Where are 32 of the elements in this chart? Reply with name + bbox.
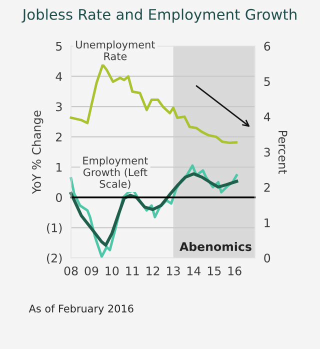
y-tick-label: 4 (56, 72, 62, 81)
text: As of February 2016 (28, 304, 134, 315)
y2-tick-label: 0 (264, 254, 270, 263)
line-series (70, 64, 238, 144)
y2-tick-label: 1 (264, 218, 270, 228)
x-tick-label: 11 (126, 266, 139, 276)
y2-tick-label: 6 (264, 42, 270, 51)
y-tick-label: 1 (56, 163, 62, 172)
y2-tick-label: 5 (264, 77, 270, 86)
chart-title: Jobless Rate and Employment Growth (22, 8, 296, 23)
x-tick-label: 16 (228, 266, 242, 276)
y2-tick-label: 4 (264, 112, 270, 122)
x-tick-label: 09 (84, 266, 98, 276)
y2-tick-label: 2 (264, 183, 270, 192)
series-label: Employment Growth (Left Scale) (83, 156, 148, 190)
y-tick-label: (2) (47, 253, 62, 264)
y2-axis-title: Percent (278, 130, 288, 174)
y-tick-label: 2 (56, 132, 62, 142)
y-tick-label: 0 (56, 193, 62, 202)
y-axis-title: YoY % Change (32, 110, 44, 194)
y-tick-label: (1) (47, 223, 62, 234)
band-label: Abenomics (180, 242, 252, 252)
x-tick-label: 08 (64, 266, 78, 276)
series-label: Unemployment Rate (76, 40, 155, 60)
x-tick-label: 15 (208, 266, 221, 276)
x-tick-label: 12 (146, 266, 160, 276)
y2-tick-label: 3 (264, 148, 270, 157)
y-tick-label: 3 (56, 102, 62, 112)
y-tick-label: 5 (56, 42, 62, 51)
x-tick-label: 10 (106, 266, 119, 276)
x-tick-label: 13 (167, 266, 180, 276)
x-tick-label: 14 (187, 266, 201, 276)
